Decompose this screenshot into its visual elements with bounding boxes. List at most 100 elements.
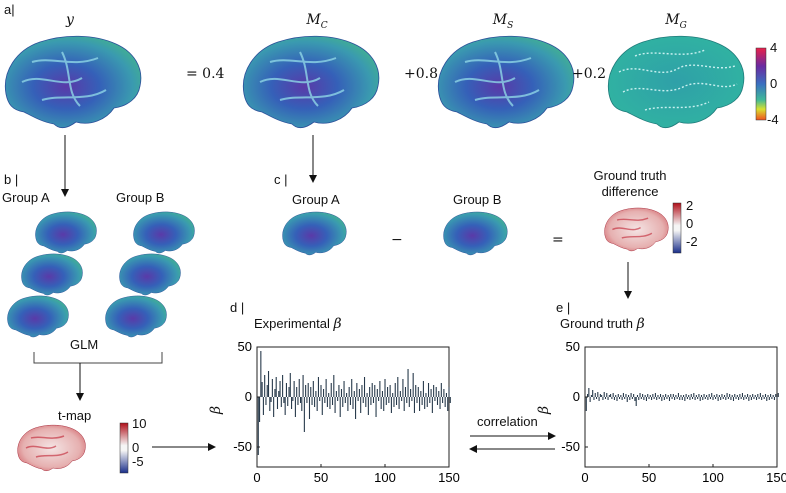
chart-d-bar xyxy=(424,397,426,409)
colorbar-top-tick-4: 4 xyxy=(770,40,778,55)
chart-e-bar xyxy=(594,393,596,397)
chart-e-bar xyxy=(754,395,756,397)
chart-d-bar xyxy=(260,351,262,397)
chart-d-bar xyxy=(398,397,400,409)
chart-e-bar xyxy=(704,397,706,399)
chart-e-bar xyxy=(750,397,752,400)
chart-d-bar xyxy=(296,387,298,397)
chart-e-bar xyxy=(684,397,686,401)
chart-d-ytick-label: 0 xyxy=(245,389,252,404)
tmap-tick-10: 10 xyxy=(132,416,147,431)
label-mc: MC xyxy=(306,12,328,31)
brain-c-group-a xyxy=(282,211,347,256)
chart-e-bar xyxy=(662,395,664,397)
chart-e-bar xyxy=(773,397,775,400)
chart-e-bar xyxy=(738,397,740,400)
chart-e-bar xyxy=(647,394,649,397)
chart-e-bar xyxy=(685,394,687,397)
chart-e-bar xyxy=(613,397,615,400)
chart-d-bar xyxy=(305,385,307,397)
chart-e-bar xyxy=(691,397,694,399)
chart-e-bar xyxy=(776,397,778,399)
tmap-tick-0: 0 xyxy=(132,440,140,455)
chart-e-bar xyxy=(771,397,773,399)
chart-d-bar xyxy=(278,391,280,397)
chart-d-bar xyxy=(436,397,439,405)
chart-e-bar xyxy=(619,397,621,399)
gt-diff-line2: difference xyxy=(601,184,659,199)
brains-group-a xyxy=(7,211,97,338)
chart-e-bar xyxy=(616,397,618,401)
chart-e-bar xyxy=(775,394,777,397)
chart-e-bar xyxy=(658,397,660,399)
chart-d-bar xyxy=(426,397,428,407)
chart-d-bar xyxy=(303,397,305,432)
chart-e-bar xyxy=(762,395,764,397)
brain-mg xyxy=(607,35,745,129)
chart-e-xtick-label: 100 xyxy=(702,470,724,485)
chart-d-bar xyxy=(302,375,304,397)
chart-d-bar xyxy=(292,397,294,401)
chart-e-bar xyxy=(732,397,735,401)
chart-e-bar xyxy=(698,394,700,397)
chart-d-bar xyxy=(374,385,376,397)
chart-d-bar xyxy=(416,397,418,403)
chart-d-bar xyxy=(363,377,366,397)
chart-d-bar xyxy=(415,385,417,397)
chart-d-bar xyxy=(349,397,351,405)
chart-d-bar xyxy=(308,397,311,419)
chart-e-bar xyxy=(708,394,710,397)
chart-e-bar xyxy=(671,397,673,399)
chart-e-bar xyxy=(631,397,633,399)
chart-d-xtick-label: 100 xyxy=(374,470,396,485)
chart-e-bar xyxy=(593,397,595,400)
chart-d-bar xyxy=(329,397,331,409)
chart-e-bar xyxy=(777,393,779,397)
chart-e-bar xyxy=(665,394,667,397)
chart-e-bar xyxy=(620,395,622,397)
chart-d-bar xyxy=(275,377,277,397)
chart-d-bar xyxy=(433,385,435,397)
chart-e-bar xyxy=(747,394,749,397)
equals-sign: = xyxy=(552,232,564,248)
chart-d-bar xyxy=(370,397,372,405)
chart-e-bar xyxy=(712,397,714,400)
brain-y xyxy=(4,35,142,129)
chart-e-bar xyxy=(643,397,645,400)
chart-d-bar xyxy=(297,397,299,405)
chart-e-bar xyxy=(716,394,718,397)
chart-d-bar xyxy=(413,397,415,413)
chart-e-bar xyxy=(617,394,619,397)
chart-e-bar xyxy=(676,397,678,399)
chart-d-bar xyxy=(366,393,368,397)
chart-d-bar xyxy=(274,389,276,397)
chart-d-bar xyxy=(392,393,394,397)
chart-d-bar xyxy=(287,397,289,406)
chart-e-bar xyxy=(656,397,658,400)
chart-d-bar xyxy=(399,391,401,397)
chart-e-bar xyxy=(608,395,610,397)
chart-e-bar xyxy=(672,394,674,397)
chart-e-bar xyxy=(621,397,623,400)
chart-e-bar xyxy=(736,395,738,397)
chart-d-bar xyxy=(439,397,441,409)
brains-group-b xyxy=(105,211,195,338)
chart-e-ytick-label: 0 xyxy=(573,389,580,404)
chart-e-bar xyxy=(730,397,732,400)
chart-d-bar xyxy=(351,379,353,397)
chart-e-frame xyxy=(584,346,778,468)
chart-d-bar xyxy=(448,387,450,397)
chart-d-bar xyxy=(337,397,339,401)
chart-d-bar xyxy=(317,377,319,397)
chart-e-bar xyxy=(753,397,755,399)
chart-d-bar xyxy=(430,389,432,397)
chart-e-ticks: 0 50 100 150 50 0 -50 xyxy=(561,339,786,485)
chart-d-bar xyxy=(365,397,367,407)
glm-label: GLM xyxy=(70,337,99,352)
chart-d-bar xyxy=(340,389,343,397)
colorbar-top-tick-0: 0 xyxy=(770,76,778,91)
chart-e-bar xyxy=(711,393,713,397)
chart-d-bar xyxy=(443,389,445,397)
chart-d-xtick-label: 0 xyxy=(253,470,260,485)
